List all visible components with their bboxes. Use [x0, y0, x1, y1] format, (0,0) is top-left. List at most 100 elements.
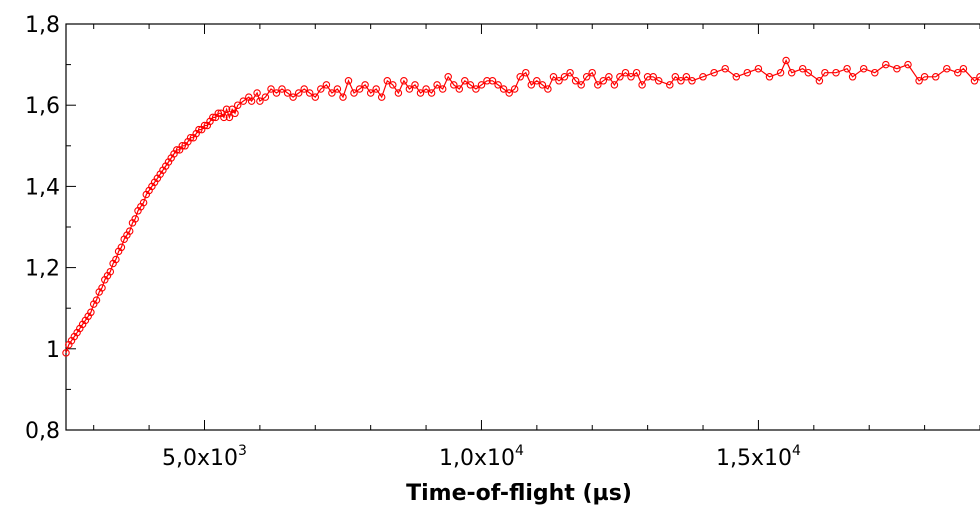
- data-point: [499, 85, 508, 93]
- data-point: [544, 85, 552, 93]
- data-point: [882, 60, 890, 69]
- data-point: [798, 64, 807, 73]
- data-point: [300, 85, 308, 93]
- data-point: [699, 73, 707, 81]
- data-point: [483, 77, 491, 85]
- data-point: [444, 73, 452, 81]
- data-point: [317, 85, 325, 93]
- data-point: [106, 267, 115, 276]
- data-point: [261, 93, 270, 101]
- data-point: [848, 73, 857, 81]
- data-point: [743, 68, 752, 77]
- data-point: [477, 81, 486, 89]
- data-point: [732, 73, 741, 81]
- data-point: [566, 68, 574, 77]
- data-point: [666, 81, 674, 89]
- y-tick-label: 1,6: [25, 94, 60, 119]
- data-point: [654, 77, 663, 85]
- data-point: [643, 73, 652, 81]
- data-point: [582, 73, 591, 81]
- axis-ticks: [66, 23, 980, 431]
- data-point: [915, 77, 923, 85]
- y-tick-label: 1: [46, 338, 60, 363]
- data-point: [605, 73, 613, 81]
- data-point: [610, 81, 619, 89]
- x-tick-label: 5,0x103: [162, 443, 247, 471]
- data-point: [954, 68, 962, 77]
- data-point: [821, 68, 829, 77]
- data-point: [588, 68, 596, 77]
- data-point: [472, 85, 480, 93]
- data-point: [843, 64, 851, 73]
- data-point: [438, 85, 447, 93]
- data-point: [422, 85, 430, 93]
- data-point: [776, 68, 785, 77]
- data-point: [427, 89, 436, 97]
- data-point: [931, 73, 940, 81]
- data-point: [344, 77, 353, 85]
- data-point: [372, 85, 380, 93]
- data-point: [377, 93, 386, 101]
- data-point: [488, 77, 497, 85]
- data-point: [112, 255, 120, 264]
- data-point: [411, 81, 419, 89]
- data-point: [804, 68, 813, 77]
- data-point: [721, 64, 729, 73]
- data-point: [754, 64, 763, 73]
- data-point: [256, 97, 264, 105]
- data-point: [832, 68, 840, 77]
- data-point: [533, 77, 541, 85]
- data-point: [871, 68, 879, 77]
- data-point: [339, 93, 347, 101]
- data-point: [350, 89, 358, 97]
- data-point: [577, 81, 585, 89]
- data-point: [333, 85, 342, 93]
- data-point: [253, 89, 261, 97]
- data-point: [510, 85, 519, 93]
- data-point: [222, 105, 231, 114]
- data-point: [267, 85, 275, 93]
- data-point: [173, 146, 181, 154]
- data-point: [599, 77, 608, 85]
- data-point: [538, 81, 547, 89]
- y-tick-label: 1,8: [25, 13, 60, 38]
- data-point: [214, 109, 223, 118]
- data-point: [278, 85, 286, 93]
- y-tick-label: 1,2: [25, 257, 60, 282]
- data-point: [494, 81, 502, 89]
- data-point: [450, 81, 458, 89]
- data-point: [225, 113, 234, 122]
- data-point: [200, 121, 209, 130]
- data-point: [355, 85, 364, 93]
- series-line: [65, 59, 980, 354]
- data-point: [400, 77, 408, 85]
- data-point: [527, 81, 536, 89]
- data-point: [231, 109, 239, 118]
- data-point: [98, 284, 106, 292]
- data-point: [555, 77, 563, 85]
- data-point: [522, 68, 530, 77]
- data-point: [92, 296, 101, 304]
- data-point: [571, 77, 580, 85]
- data-point: [416, 89, 425, 97]
- data-series: [62, 56, 980, 357]
- data-point: [787, 68, 796, 77]
- y-tick-label: 1,4: [25, 175, 60, 200]
- data-point: [815, 77, 824, 85]
- data-point: [361, 81, 369, 89]
- data-point: [62, 349, 70, 357]
- data-point: [195, 125, 203, 134]
- data-point: [394, 89, 403, 97]
- data-point: [294, 89, 303, 97]
- data-point: [632, 68, 641, 77]
- data-point: [627, 73, 635, 81]
- data-point: [765, 73, 774, 81]
- data-point: [311, 93, 320, 101]
- data-point: [283, 89, 292, 97]
- x-tick-label: 1,5x104: [716, 443, 801, 471]
- x-tick-labels: 5,0x103 1,0x104 1,5x104: [162, 443, 801, 471]
- data-point: [594, 81, 602, 89]
- data-point: [904, 60, 912, 69]
- data-point: [516, 73, 524, 81]
